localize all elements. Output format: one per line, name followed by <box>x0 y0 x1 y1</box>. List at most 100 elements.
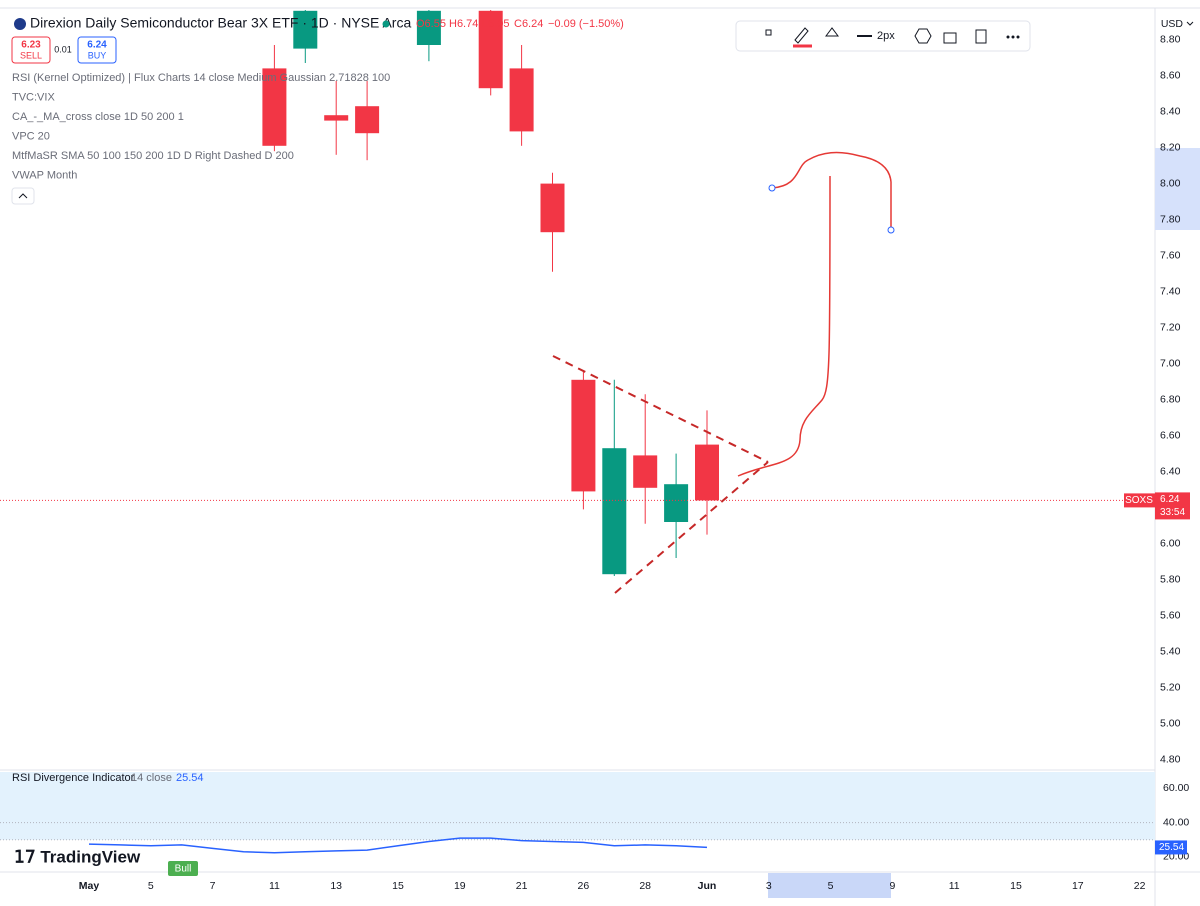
x-tick-label: 19 <box>454 880 466 892</box>
y-tick-label: 5.20 <box>1160 681 1181 693</box>
buy-price: 6.24 <box>87 40 107 51</box>
trash-icon[interactable] <box>975 29 987 44</box>
y-tick-label: 7.20 <box>1160 321 1181 333</box>
ohlc-high: H6.74 <box>449 18 478 30</box>
spread: 0.01 <box>54 44 72 54</box>
rsi-title: RSI Divergence Indicator <box>12 772 135 784</box>
y-tick-label: 8.60 <box>1160 69 1181 81</box>
candle-body <box>540 183 565 233</box>
x-tick-label: 28 <box>639 880 651 892</box>
status-dot <box>382 20 390 28</box>
sell-label: SELL <box>20 50 42 60</box>
indicator-legend: RSI (Kernel Optimized) | Flux Charts 14 … <box>12 72 390 182</box>
x-tick-label: 3 <box>766 880 772 892</box>
x-tick-label: 21 <box>516 880 528 892</box>
y-tick-label: 5.00 <box>1160 717 1181 729</box>
y-tick-label: 8.40 <box>1160 105 1181 117</box>
price-tag-label: 6.24 <box>1160 494 1180 505</box>
date-range-highlight <box>768 873 891 898</box>
freehand-path <box>737 175 831 477</box>
lock-icon[interactable] <box>943 32 957 44</box>
ohlc-close: C6.24 <box>514 18 543 30</box>
y-tick-label: 8.00 <box>1160 177 1181 189</box>
main-pane <box>0 10 1155 576</box>
trend-line <box>552 355 769 463</box>
x-tick-label: 5 <box>828 880 834 892</box>
annotation-box <box>168 861 198 876</box>
handle[interactable] <box>768 184 776 192</box>
chevron <box>1186 21 1194 26</box>
x-tick-label: 15 <box>392 880 404 892</box>
trend-line <box>614 461 769 594</box>
y-tick-label: 6.40 <box>1160 465 1181 477</box>
buy-label: BUY <box>88 50 107 60</box>
dot <box>1016 35 1020 39</box>
x-tick-label: 17 <box>1072 880 1084 892</box>
handle[interactable] <box>887 226 895 234</box>
currency[interactable]: USD <box>1161 18 1184 30</box>
dot <box>1011 35 1015 39</box>
y-tick-label: 5.60 <box>1160 609 1181 621</box>
freehand-path <box>771 151 892 230</box>
buy-button[interactable] <box>77 36 117 64</box>
x-tick-label: 13 <box>330 880 342 892</box>
sell-price: 6.23 <box>21 40 41 51</box>
pencil-icon[interactable] <box>794 27 809 44</box>
indicator-label: VPC 20 <box>12 130 50 142</box>
band <box>0 772 1155 840</box>
icon[interactable] <box>765 29 772 36</box>
y-tick-label: 40.00 <box>1163 816 1189 828</box>
y-tick-label: 8.20 <box>1160 141 1181 153</box>
x-tick-label: 22 <box>1134 880 1146 892</box>
y-tick-label: 4.80 <box>1160 753 1181 765</box>
symbol-logo <box>14 18 26 30</box>
candle-body <box>664 484 689 522</box>
collapse-button[interactable] <box>11 187 35 205</box>
watermark: 𝟣𝟩 TradingView <box>14 847 141 866</box>
ohlc-low: L6.05 <box>482 18 510 30</box>
header: Direxion Daily Semiconductor Bear 3X ETF… <box>11 15 1194 205</box>
sell-button[interactable] <box>11 36 51 64</box>
rsi-line <box>88 837 708 854</box>
candle-body <box>633 455 658 488</box>
y-tick-label: 7.60 <box>1160 249 1181 261</box>
dot[interactable] <box>1006 35 1010 39</box>
indicator-label: RSI (Kernel Optimized) | Flux Charts 14 … <box>12 72 390 84</box>
rsi-pane <box>0 772 1155 854</box>
settings-icon[interactable] <box>914 28 932 44</box>
countdown: 33:54 <box>1160 507 1185 518</box>
rsi-params: 14 close <box>131 772 172 784</box>
x-tick-label: 11 <box>949 880 960 892</box>
y-tick-label: 7.40 <box>1160 285 1181 297</box>
annotation: Bull <box>175 864 192 875</box>
chevron <box>18 193 28 199</box>
candle-body <box>324 115 349 121</box>
y-tick-label: 60.00 <box>1163 782 1189 794</box>
line-width[interactable]: 2px <box>877 30 895 42</box>
y-tick-label: 6.60 <box>1160 429 1181 441</box>
candle-body <box>416 10 441 46</box>
candle-body <box>262 68 287 146</box>
indicator-label: CA_-_MA_cross close 1D 50 200 1 <box>12 111 184 123</box>
drawing-toolbar: 2px <box>735 20 1031 52</box>
x-tick-label: 5 <box>148 880 154 892</box>
candle-body <box>695 444 719 501</box>
candle-body <box>478 10 503 89</box>
indicator-label: MtfMaSR SMA 50 100 150 200 1D D Right Da… <box>12 150 294 162</box>
price-range-highlight <box>1155 148 1200 230</box>
x-tick-label: 26 <box>578 880 590 892</box>
x-tick-label: May <box>79 880 100 892</box>
fill-icon[interactable] <box>825 27 839 37</box>
candle-body <box>602 448 627 575</box>
candle-body <box>355 106 380 134</box>
ohlc-change: −0.09 (−1.50%) <box>548 18 624 30</box>
x-tick-label: Jun <box>698 880 717 892</box>
rsi-legend-value: 25.54 <box>176 772 204 784</box>
candle-body <box>571 379 596 492</box>
candle-body <box>509 68 534 132</box>
y-tick-label: 7.80 <box>1160 213 1181 225</box>
logo: 𝟣𝟩 TradingView <box>14 847 141 866</box>
symbol-tag <box>1124 493 1155 508</box>
